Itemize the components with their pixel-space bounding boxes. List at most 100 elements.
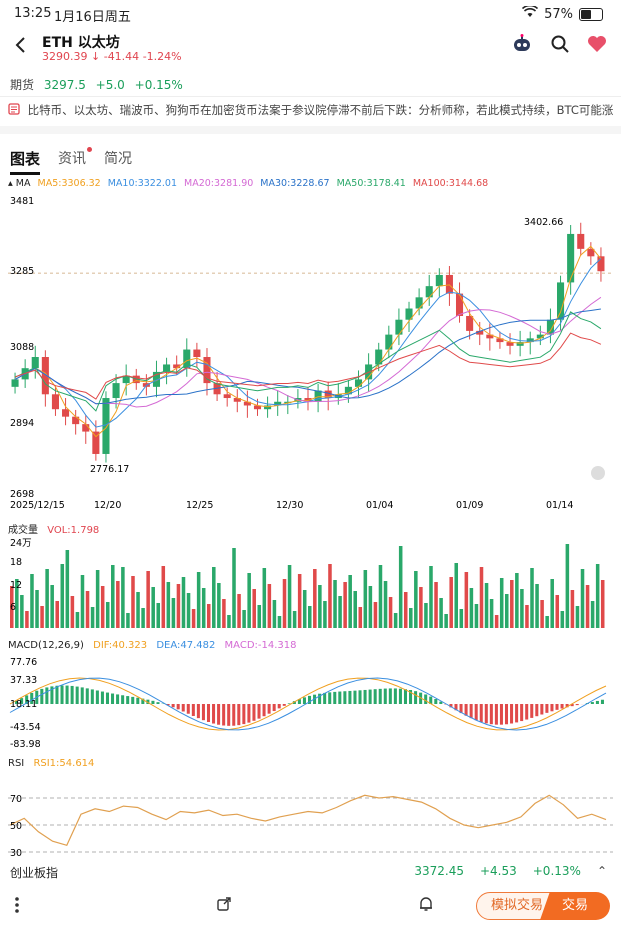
macd-bar (191, 704, 195, 716)
candle (597, 247, 605, 282)
macd-bar (575, 704, 579, 706)
volume-bar (151, 587, 155, 628)
macd-bar (398, 688, 402, 704)
volume-bar (333, 580, 337, 628)
more-icon[interactable] (14, 896, 20, 918)
macd-ytick: -83.98 (10, 739, 41, 750)
trade-button[interactable]: 交易 (540, 892, 610, 920)
volume-bar (257, 605, 262, 628)
macd-bar (308, 695, 312, 704)
macd-bar (469, 704, 473, 719)
macd-bar (186, 704, 190, 714)
candle-body (597, 256, 605, 272)
volume-chart[interactable]: 24万 18 12 6 (0, 536, 621, 632)
candle-body (486, 334, 494, 339)
news-ticker[interactable]: 比特币、以太坊、瑞波币、狗狗币在加密货币法案于参议院停滞不前后下跌：分析师称，若… (8, 102, 614, 118)
macd-bar (141, 698, 145, 704)
candle (546, 308, 554, 344)
alert-bell-icon[interactable] (418, 896, 434, 916)
candle (425, 274, 433, 306)
candle-body (567, 233, 575, 283)
volume-bar (338, 596, 342, 628)
volume-bar (464, 572, 469, 628)
macd-bar (353, 690, 357, 704)
macd-bar (525, 704, 529, 720)
macd-bar (499, 704, 503, 725)
volume-bar (156, 603, 161, 628)
reset-view-icon[interactable] (591, 466, 605, 480)
index-bar[interactable]: 创业板指 3372.45 +4.53 +0.13% ⌃ (0, 858, 621, 886)
volume-bar (323, 601, 327, 628)
candle (435, 268, 443, 297)
volume-bar (191, 609, 196, 628)
price-ytick: 3088 (10, 342, 34, 353)
chevron-up-icon[interactable]: ⌃ (596, 864, 607, 878)
macd-bar (449, 704, 453, 708)
volume-bar (378, 565, 383, 628)
volume-bar (116, 581, 120, 628)
macd-bar (212, 704, 216, 724)
rsi-chart[interactable]: 70 50 30 (0, 774, 621, 858)
candle-body (405, 308, 413, 320)
candle (375, 342, 383, 372)
high-price-label: 3402.66 (524, 217, 563, 228)
macd-bar (65, 685, 69, 704)
share-icon[interactable] (216, 896, 232, 916)
candle-body (304, 398, 312, 402)
macd-bar (378, 688, 382, 704)
volume-bar (550, 579, 554, 628)
volume-bar (206, 604, 211, 628)
ma-legend-toggle[interactable]: ▴ MA (8, 178, 31, 189)
candle-body (183, 349, 191, 369)
macd-bar (595, 700, 599, 704)
volume-bar (429, 566, 433, 628)
candle-body (264, 405, 272, 410)
candle (567, 224, 575, 295)
macd-bar (247, 704, 251, 723)
volume-bar (489, 599, 494, 628)
volume-bar (65, 550, 70, 628)
search-icon[interactable] (551, 35, 569, 57)
volume-bar (171, 598, 176, 628)
macd-bar (95, 690, 99, 704)
macd-bar (131, 696, 135, 704)
volume-bar (449, 577, 453, 628)
favorite-heart-icon[interactable] (587, 35, 607, 57)
price-ytick: 3285 (10, 266, 34, 277)
candle (243, 390, 251, 418)
macd-bar (348, 690, 352, 704)
macd-bar (489, 704, 493, 725)
futures-label: 期货 (10, 78, 35, 92)
volume-bar (590, 601, 595, 628)
price-chart[interactable]: 3481 3285 3088 2894 2698 3402.66 2776.17… (0, 192, 621, 522)
volume-bar (540, 600, 544, 628)
tab-chart[interactable]: 图表 (10, 148, 41, 175)
price-summary: 3290.39 ↓ -41.44 -1.24% (42, 50, 182, 63)
candle (324, 381, 332, 411)
volume-bar (368, 586, 373, 628)
volume-bar (85, 591, 90, 628)
macd-bar (409, 690, 413, 704)
macd-bar (257, 704, 261, 719)
volume-bar (20, 595, 24, 628)
volume-bar (580, 569, 585, 628)
macd-header: MACD(12,26,9) DIF:40.323 DEA:47.482 MACD… (8, 640, 297, 651)
ma20-value: MA20:3281.90 (184, 178, 254, 189)
macd-bar (25, 695, 29, 704)
robot-assistant-icon[interactable] (511, 34, 533, 58)
back-button[interactable] (8, 36, 32, 60)
candle-body (51, 394, 59, 410)
rsi-label: RSI (8, 758, 25, 769)
tab-news[interactable]: 资讯 (58, 147, 93, 175)
macd-bar (494, 704, 498, 725)
volume-bar (585, 585, 590, 628)
tab-profile[interactable]: 简况 (104, 151, 133, 167)
macd-bar (282, 704, 286, 706)
candle (233, 389, 241, 413)
macd-chart[interactable]: 77.76 37.33 18.11 -43.54 -83.98 (0, 654, 621, 750)
candle-body (173, 364, 181, 369)
macd-bar (368, 689, 372, 704)
macd-bar (383, 688, 387, 704)
macd-bar (338, 691, 342, 704)
candle (122, 364, 130, 396)
